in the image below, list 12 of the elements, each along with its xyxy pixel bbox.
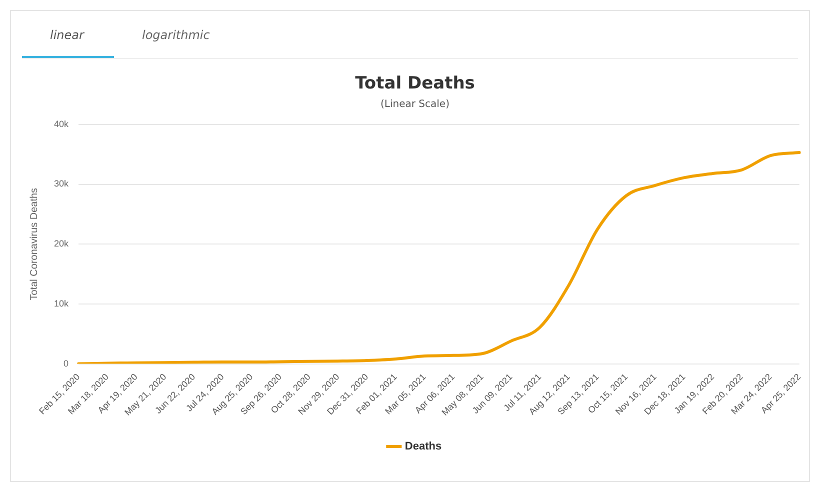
y-tick-label: 30k [54,178,70,189]
legend-label: Deaths [404,440,442,453]
text: linear [22,24,114,59]
chart-title: Total Deaths [355,74,475,94]
y-tick-label: 20k [54,238,70,249]
line-series [77,151,801,364]
y-tick-label: 10k [54,298,70,308]
chart-subtitle: (Linear Scale) [380,98,450,110]
y-tick-label: 0 [63,358,69,368]
y-tick-label: 40k [54,118,70,129]
y-axis-title: Total Coronavirus Deaths [28,188,40,300]
text: logarithmic [141,27,210,44]
